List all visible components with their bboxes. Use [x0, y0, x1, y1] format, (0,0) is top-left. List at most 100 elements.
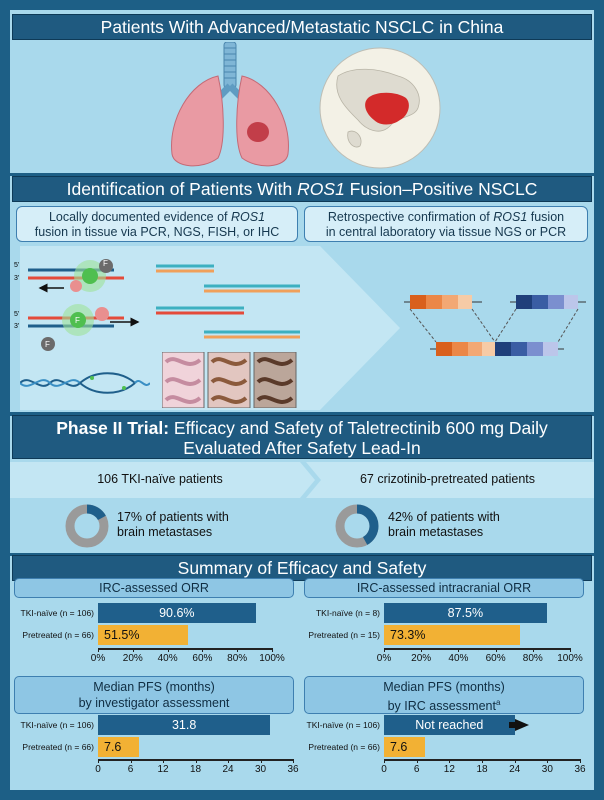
tick-label: 60% [485, 653, 506, 664]
bar-pretreated: 51.5% [98, 625, 188, 645]
ros1-fusion-diagram [404, 295, 586, 356]
banner-summary: Summary of Efficacy and Safety [12, 555, 592, 581]
category-label: TKI-naïve (n = 106) [306, 720, 380, 730]
category-label: Pretreated (n = 15) [308, 630, 380, 640]
not-reached-arrow-icon [514, 719, 529, 731]
x-axis [384, 648, 570, 650]
tick-label: 30 [254, 764, 267, 775]
x-axis [98, 648, 272, 650]
central-text-1b: fusion [527, 210, 565, 224]
tick-label: 30 [541, 764, 553, 775]
tick-label: 100% [259, 653, 285, 664]
category-label: TKI-naïve (n = 106) [20, 720, 94, 730]
chevron-arrow-shape [20, 246, 400, 410]
tick-mark [237, 648, 239, 652]
banner2-text: Identification of Patients With [66, 179, 298, 199]
tick-label: 6 [127, 764, 134, 775]
banner-identification: Identification of Patients With ROS1 Fus… [12, 176, 592, 202]
tick-label: 0 [381, 764, 387, 775]
tick-label: 24 [509, 764, 521, 775]
bar-tki-naive: 90.6% [98, 603, 256, 623]
tick-label: 36 [574, 764, 586, 775]
donut-right [335, 504, 379, 548]
bar-value-label: 31.8 [171, 718, 197, 732]
tick-mark [272, 648, 273, 652]
tick-label: 20% [411, 653, 432, 664]
dna-label-5prime-1: 5' [14, 262, 20, 269]
tick-mark [416, 759, 418, 763]
tick-mark [195, 759, 197, 763]
central-confirmation-box: Retrospective confirmation of ROS1 fusio… [304, 206, 588, 242]
category-label: Pretreated (n = 66) [22, 630, 94, 640]
local-evidence-text-1: Locally documented evidence of [48, 210, 231, 224]
brain-mets-right-1: 42% of patients with [388, 510, 500, 524]
dna-helix-illustration [20, 372, 150, 394]
central-text-2: in central laboratory via tissue NGS or … [325, 225, 567, 239]
tick-mark [384, 648, 385, 652]
tick-mark [449, 759, 451, 763]
cohort-crizotinib: 67 crizotinib-pretreated patients [359, 472, 536, 486]
tick-label: 80% [522, 653, 543, 664]
category-label: Pretreated (n = 66) [22, 742, 94, 752]
tick-label: 0% [90, 653, 106, 664]
tick-mark [98, 759, 99, 763]
central-text-1: Retrospective confirmation of [327, 210, 494, 224]
tick-mark [570, 648, 571, 652]
brain-mets-left-2: brain metastases [117, 525, 213, 539]
chart-title: Median PFS (months) by IRC assessmenta [304, 676, 584, 714]
category-label: Pretreated (n = 66) [308, 742, 380, 752]
bar-value-label: 87.5% [447, 606, 484, 620]
central-gene: ROS1 [493, 210, 528, 224]
fluorophore-label-2: F [75, 316, 80, 325]
chart-title-footnote: a [495, 698, 501, 707]
fluorophore-label-3: F [45, 340, 50, 349]
globe-china-map [319, 47, 441, 169]
bar-value-label: 7.6 [390, 740, 408, 754]
chart-title-line2: by IRC assessment [387, 699, 496, 714]
brain-mets-right: 42% of patients with brain metastases [388, 510, 500, 540]
chart-title: IRC-assessed ORR [14, 578, 294, 598]
bar-value-label: Not reached [415, 718, 484, 732]
bar-tki-naive: 87.5% [384, 603, 547, 623]
lungs-illustration [171, 42, 289, 167]
tick-mark [495, 648, 497, 652]
banner3-line2: Evaluated After Safety Lead-In [183, 438, 421, 458]
tick-label: 0% [376, 653, 392, 664]
brain-mets-left-1: 17% of patients with [117, 510, 229, 524]
chart-title-line1: Median PFS (months) [93, 680, 215, 694]
tick-mark [421, 648, 423, 652]
bar-tki-naive: Not reached [384, 715, 515, 735]
tick-mark [228, 759, 229, 763]
bar-value-label: 7.6 [104, 740, 122, 754]
tick-label: 0 [95, 764, 101, 775]
fluorophore-label-1: F [103, 259, 108, 268]
tick-mark [482, 759, 483, 763]
bar-value-label: 51.5% [104, 628, 140, 642]
bar-pretreated: 7.6 [384, 737, 426, 757]
tick-label: 12 [157, 764, 169, 775]
ngs-reads-illustration [156, 264, 300, 339]
tick-mark [132, 648, 134, 652]
tick-label: 40% [448, 653, 469, 664]
banner3-rest: Efficacy and Safety of Taletrectinib 600… [169, 418, 548, 438]
tick-label: 20% [122, 653, 143, 664]
tick-mark [547, 759, 549, 763]
tick-mark [293, 759, 294, 763]
bar-value-label: 73.3% [390, 628, 426, 642]
chart-title: IRC-assessed intracranial ORR [304, 578, 584, 598]
donut-left [65, 504, 109, 548]
banner-phase2: Phase II Trial: Efficacy and Safety of T… [12, 415, 592, 459]
bar-pretreated: 73.3% [384, 625, 521, 645]
pcr-probe-illustration [28, 259, 140, 351]
tick-label: 60% [192, 653, 213, 664]
local-evidence-box: Locally documented evidence of ROS1 fusi… [16, 206, 298, 242]
tick-label: 12 [443, 764, 455, 775]
tick-mark [532, 648, 534, 652]
banner2-gene: ROS1 [297, 179, 345, 199]
tick-mark [130, 759, 132, 763]
tick-label: 40% [157, 653, 178, 664]
chart-title-line1: Median PFS (months) [383, 680, 505, 694]
category-label: TKI-naïve (n = 106) [20, 608, 94, 618]
tick-label: 36 [287, 764, 299, 775]
tick-mark [458, 648, 460, 652]
